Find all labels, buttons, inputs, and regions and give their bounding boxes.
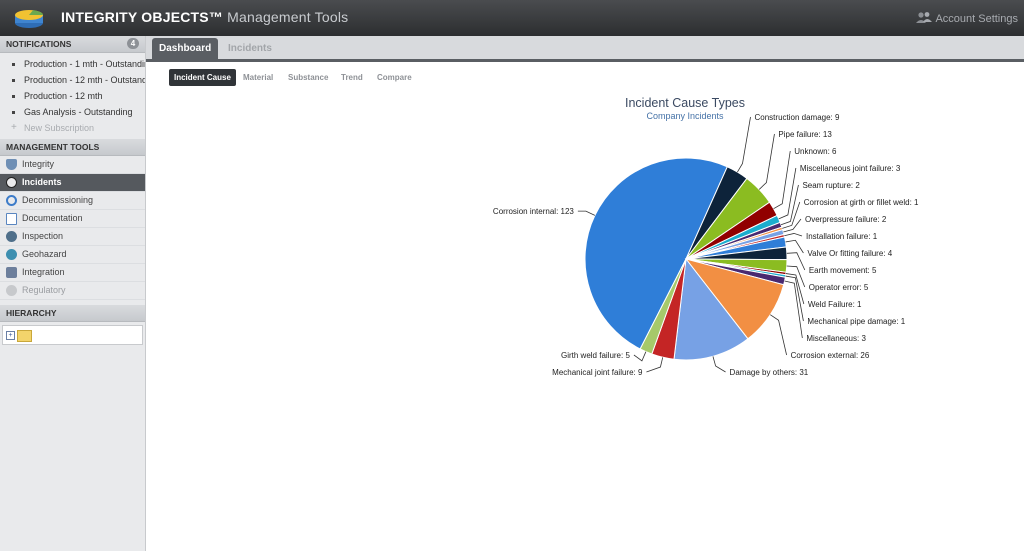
slice-label: Corrosion at girth or fillet weld: 1 [804,198,919,207]
slice-label: Seam rupture: 2 [802,181,860,190]
label-connector [785,273,805,305]
sidebar-item-decommissioning[interactable]: Decommissioning [0,192,145,210]
notifications-title: NOTIFICATIONS [6,39,72,49]
slice-label: Miscellaneous joint failure: 3 [800,164,901,173]
slice-label: Miscellaneous: 3 [806,334,866,343]
slice-label: Mechanical pipe damage: 1 [807,317,905,326]
folder-icon[interactable] [17,330,32,342]
label-connector [786,252,806,271]
notification-item[interactable]: Production - 12 mth - Outstand [0,72,145,88]
app-title: INTEGRITY OBJECTS™ Management Tools [61,9,348,25]
shield-icon [6,159,17,170]
sidebar-item-label: Incidents [22,177,62,187]
top-bar: INTEGRITY OBJECTS™ Management Tools Acco… [0,0,1024,36]
label-connector [783,218,802,233]
document-icon [6,213,17,225]
account-settings-label: Account Settings [935,13,1018,25]
hazard-icon [6,177,17,188]
notification-item[interactable]: Production - 12 mth [0,88,145,104]
account-settings-link[interactable]: Account Settings [916,11,1018,25]
slice-label: Construction damage: 9 [755,113,840,122]
slice-label: Damage by others: 31 [730,368,809,377]
label-connector [785,275,804,322]
slice-label: Mechanical joint failure: 9 [552,368,643,377]
notification-item[interactable]: Production - 1 mth - Outstandin [0,56,145,72]
label-connector [770,314,787,356]
notifications-header[interactable]: NOTIFICATIONS 4 [0,36,145,53]
tab-incidents[interactable]: Incidents [228,43,272,54]
sidebar-item-label: Geohazard [22,249,67,259]
slice-label: Earth movement: 5 [809,266,877,275]
sidebar-item-label: Integration [22,267,65,277]
new-subscription-link[interactable]: New Subscription [0,120,145,136]
label-connector [785,239,804,254]
subtab-compare[interactable]: Compare [377,73,412,82]
slice-label: Overpressure failure: 2 [805,215,887,224]
label-connector [782,201,801,229]
slice-label: Weld Failure: 1 [808,300,862,309]
label-connector [737,116,751,173]
label-connector [780,184,799,226]
sidebar-item-regulatory[interactable]: Regulatory [0,282,145,300]
slice-label: Installation failure: 1 [806,232,878,241]
hierarchy-header: HIERARCHY [0,305,145,322]
sidebar-item-integration[interactable]: Integration [0,264,145,282]
sidebar-item-label: Decommissioning [22,195,94,205]
label-connector [633,351,647,362]
hierarchy-tree: + [2,325,143,345]
cycle-icon [6,195,17,206]
subtab-substance[interactable]: Substance [288,73,329,82]
slice-label: Operator error: 5 [809,283,869,292]
label-connector [758,133,775,190]
slice-label: Girth weld failure: 5 [561,351,630,360]
sidebar-item-label: Inspection [22,231,64,241]
users-icon [916,12,933,23]
label-connector [778,167,797,220]
subtab-material[interactable]: Material [243,73,274,82]
label-connector [784,280,803,339]
sidebar-item-incidents[interactable]: Incidents [0,174,145,192]
main-tab-bar: Dashboard Incidents [146,36,1024,62]
sidebar-item-inspection[interactable]: Inspection [0,228,145,246]
label-connector [712,356,726,373]
sidebar-item-integrity[interactable]: Integrity [0,156,145,174]
app-logo-icon [15,10,44,28]
regulatory-icon [6,285,17,296]
inspection-icon [6,231,17,242]
label-connector [577,210,596,216]
notification-item[interactable]: Gas Analysis - Outstanding [0,104,145,120]
chart-subtitle: Company Incidents [646,111,724,121]
slice-label: Valve Or fitting failure: 4 [807,249,892,258]
expand-icon[interactable]: + [6,331,15,340]
label-connector [786,265,806,288]
label-connector [784,233,803,237]
brand-name: INTEGRITY OBJECTS™ [61,9,224,25]
slice-label: Unknown: 6 [794,147,837,156]
slice-label: Corrosion internal: 123 [493,207,574,216]
sidebar-item-label: Documentation [22,213,83,223]
management-tools-title: MANAGEMENT TOOLS [6,142,100,152]
sidebar-item-documentation[interactable]: Documentation [0,210,145,228]
notifications-count-badge: 4 [127,38,139,49]
integration-icon [6,267,17,278]
label-connector [773,150,791,210]
management-tools-header: MANAGEMENT TOOLS [0,139,145,156]
app-subtitle: Management Tools [227,9,349,25]
tab-dashboard[interactable]: Dashboard [152,38,219,59]
globe-icon [6,249,17,260]
sidebar-item-label: Integrity [22,159,55,169]
slice-label: Pipe failure: 13 [778,130,832,139]
chart-title: Incident Cause Types [625,96,745,110]
subtab-trend[interactable]: Trend [341,73,363,82]
subtab-incident-cause[interactable]: Incident Cause [169,69,236,86]
sidebar-item-geohazard[interactable]: Geohazard [0,246,145,264]
slice-label: Corrosion external: 26 [791,351,870,360]
label-connector [646,357,664,373]
sidebar: NOTIFICATIONS 4 Production - 1 mth - Out… [0,36,146,551]
hierarchy-title: HIERARCHY [6,308,57,318]
sidebar-item-label: Regulatory [22,285,66,295]
